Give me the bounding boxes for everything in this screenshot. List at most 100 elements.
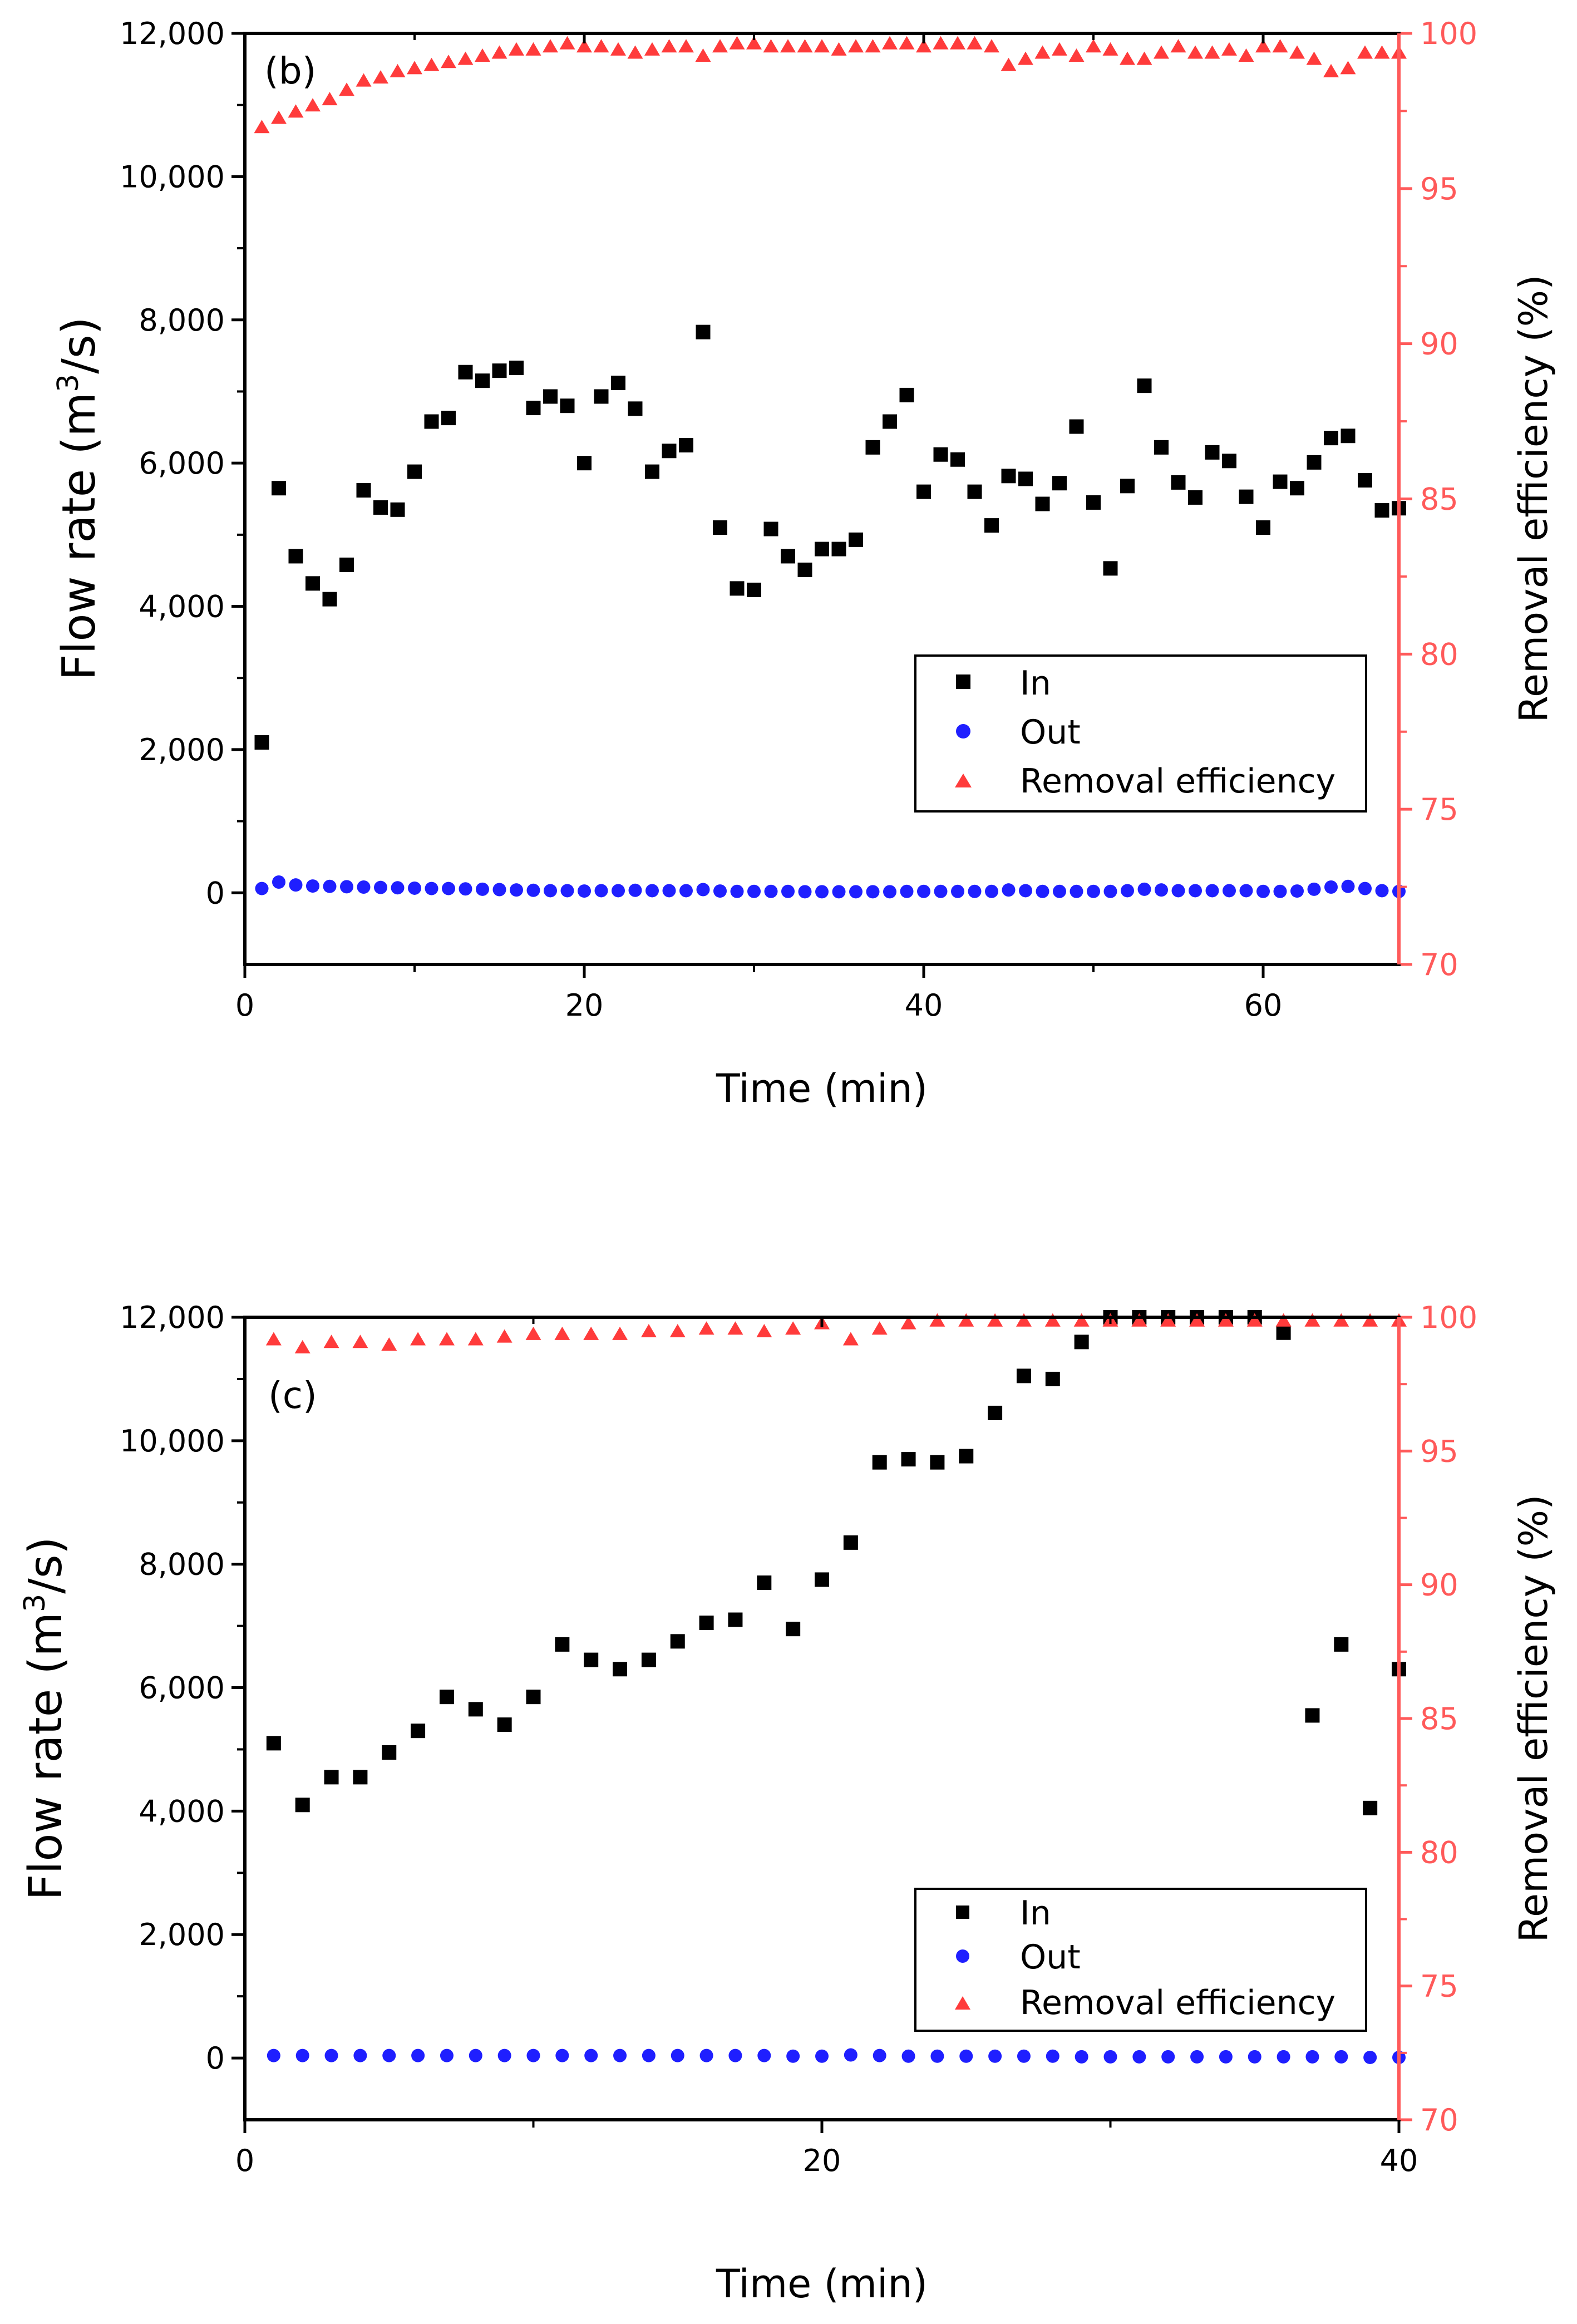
panel-c-removal-point: [669, 1324, 686, 1338]
panel-c-removal-point: [1304, 1313, 1320, 1327]
panel-c-y-right-tick-label: 75: [1420, 1969, 1458, 2004]
panel-b-removal-point: [950, 36, 965, 50]
panel-b-in-point: [967, 484, 982, 499]
panel-c-in-point: [324, 1770, 339, 1785]
panel-b-in-point: [1324, 431, 1338, 446]
panel-c-in-point: [411, 1724, 426, 1739]
panel-b-out-point: [408, 881, 421, 895]
panel-b-removal-point: [491, 45, 507, 59]
panel-b-removal-point: [254, 120, 270, 134]
panel-c-legend: In Out Removal efficiency: [914, 1888, 1367, 2032]
panel-b-out-point: [340, 880, 353, 894]
panel-b-out-point: [730, 884, 744, 898]
panel-c-legend-in-label: In: [1020, 1894, 1051, 1933]
panel-c-out-point: [1017, 2049, 1031, 2063]
panel-c-y-left-tick-label: 0: [206, 2041, 225, 2076]
panel-b-removal-point: [593, 39, 609, 53]
panel-b-removal-point: [661, 39, 677, 53]
panel-b-in-point: [1307, 455, 1322, 470]
panel-b-removal-point: [288, 104, 304, 118]
panel-c-removal-point: [1218, 1313, 1234, 1327]
panel-c-in-point: [497, 1717, 512, 1732]
panel-c-in-point: [757, 1575, 772, 1590]
panel-c-removal-point: [352, 1335, 368, 1348]
panel-b-removal-point: [967, 36, 983, 50]
panel-c-y-right-tick-label: 80: [1420, 1835, 1458, 1870]
panel-c-out-point: [497, 2049, 511, 2062]
panel-b-out-point: [798, 885, 812, 899]
panel-b-out-point: [764, 884, 778, 898]
panel-b-removal-point: [746, 36, 762, 50]
panel-c-in-point: [526, 1690, 541, 1705]
panel-c-x-axis-title: Time (min): [716, 2261, 928, 2307]
panel-b-removal-point: [712, 39, 728, 53]
panel-c-removal-point: [1016, 1313, 1032, 1327]
panel-c-in-point: [1334, 1637, 1349, 1652]
panel-b-in-point: [1035, 496, 1050, 511]
panel-b-out-point: [1307, 882, 1321, 896]
panel-b-removal-point: [1374, 45, 1390, 59]
panel-b-out-point: [1341, 879, 1355, 893]
panel-c-in-point: [1045, 1371, 1060, 1386]
panel-c-out-point: [411, 2049, 425, 2062]
panel-b-in-point: [1341, 429, 1356, 444]
panel-c-removal-point: [1246, 1313, 1263, 1327]
panel-c-y-right-tick-label: 100: [1420, 1300, 1477, 1335]
panel-c-removal-point: [381, 1337, 397, 1351]
panel-b-in-point: [1001, 469, 1016, 484]
panel-c-removal-point: [1189, 1313, 1205, 1327]
panel-b-out-point: [951, 884, 964, 898]
panel-c-y-left-tick-label: 12,000: [120, 1300, 225, 1335]
panel-b-in-point: [339, 557, 354, 572]
panel-b-in-point: [1052, 476, 1067, 491]
panel-b-in-point: [781, 549, 795, 564]
panel-b-y-right-tick-label: 80: [1420, 637, 1458, 672]
panel-b-in-point: [899, 387, 914, 402]
panel-c-y-left-tick-label: 6,000: [139, 1671, 225, 1706]
panel-b-legend-out-marker: [956, 724, 970, 738]
panel-b-in-point: [1188, 490, 1203, 505]
panel-b-out-point: [272, 875, 285, 889]
panel-b-in-point: [849, 532, 863, 547]
panel-b-removal-point: [678, 39, 694, 53]
panel-b-x-tick-label: 20: [565, 988, 604, 1023]
panel-b-out-point: [289, 878, 303, 892]
panel-c-out-point: [1046, 2049, 1059, 2063]
panel-b-in-point: [475, 373, 490, 388]
panel-b-in-point: [254, 735, 269, 750]
panel-c-removal-point: [640, 1324, 657, 1338]
panel-b-in-point: [1256, 520, 1270, 535]
panel-c-in-point: [1305, 1708, 1320, 1723]
panel-c-out-point: [1248, 2050, 1261, 2064]
panel-b-x-tick-label: 60: [1244, 988, 1283, 1023]
panel-b-removal-point: [373, 70, 388, 84]
panel-c-out-point: [267, 2049, 280, 2062]
panel-c-in-point: [959, 1449, 974, 1464]
panel-b-out-point: [866, 885, 880, 899]
panel-c-in-point: [382, 1745, 397, 1760]
panel-b-in-point: [1154, 440, 1169, 455]
panel-b-out-point: [1155, 883, 1168, 897]
panel-b-x-axis-title: Time (min): [716, 1066, 928, 1111]
panel-b-y-left-tick-label: 6,000: [139, 446, 225, 481]
panel-b-legend-box: [914, 654, 1367, 813]
panel-c-out-point: [324, 2049, 338, 2062]
panel-b-in-point: [1103, 561, 1118, 576]
panel-c-out-point: [382, 2049, 396, 2062]
panel-b-in-point: [1290, 481, 1304, 496]
panel-b-y-axis-title-left: Flow rate (m3/s): [52, 317, 106, 680]
panel-b-removal-point: [559, 36, 575, 50]
panel-c-out-point: [699, 2049, 713, 2062]
panel-c-removal-point: [583, 1326, 599, 1340]
panel-b-removal-point: [695, 48, 711, 62]
panel-b-y-right-tick-label: 70: [1420, 947, 1458, 982]
panel-b-removal-point: [1187, 45, 1203, 59]
panel-b-out-point: [713, 884, 727, 898]
panel-b-out-point: [1087, 884, 1100, 898]
panel-c-removal-point: [294, 1340, 311, 1353]
panel-c-in-point: [584, 1652, 599, 1667]
panel-b-in-point: [543, 389, 558, 404]
panel-c-in-point: [670, 1634, 685, 1649]
panel-c-x-tick-label: 40: [1380, 2143, 1418, 2178]
panel-b-out-point: [1002, 883, 1016, 897]
